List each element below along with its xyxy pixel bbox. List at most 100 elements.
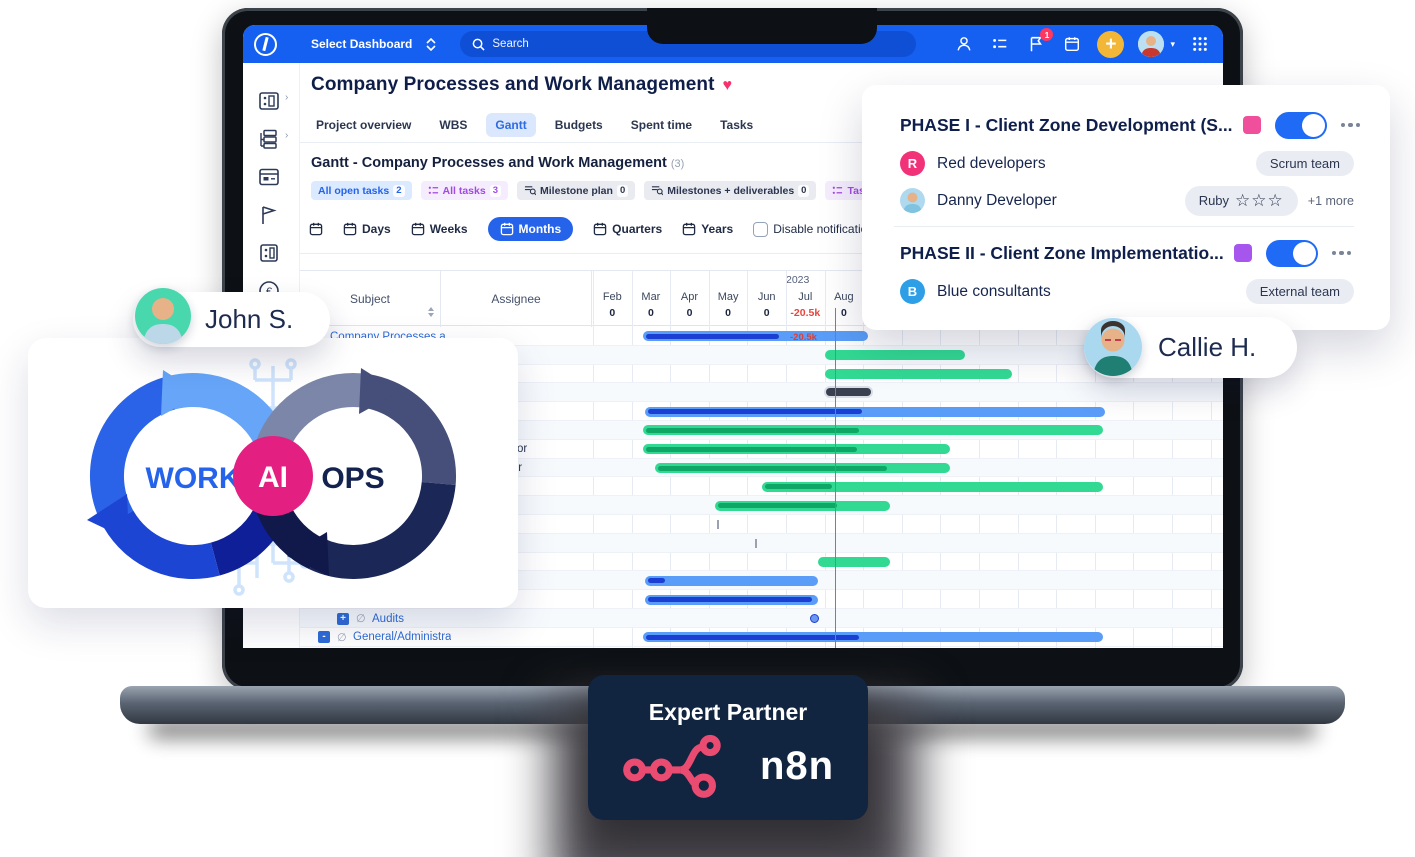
tab-budgets[interactable]: Budgets <box>554 118 603 132</box>
phase1-menu-icon[interactable] <box>1340 122 1361 128</box>
month-value: 0 <box>647 307 654 319</box>
phase1-color-swatch[interactable] <box>1242 116 1261 134</box>
milestone-tick[interactable] <box>717 520 719 529</box>
checkbox-icon[interactable] <box>753 221 769 237</box>
chevron-right-icon[interactable]: › <box>285 92 289 103</box>
user-avatar[interactable] <box>1138 31 1165 57</box>
chevron-right-icon[interactable]: › <box>285 130 289 141</box>
apps-grid-icon[interactable] <box>1189 33 1211 55</box>
gantt-bar[interactable] <box>643 331 868 342</box>
sort-icon[interactable] <box>428 307 434 317</box>
phase1-title: PHASE I - Client Zone Development (S... <box>900 114 1233 135</box>
disable-notifications-checkbox[interactable]: Disable notifications <box>753 221 880 237</box>
gantt-row <box>300 553 1223 572</box>
ops-label: OPS <box>321 462 384 495</box>
month-label: May <box>717 291 739 303</box>
gantt-bar[interactable] <box>643 425 1103 436</box>
gantt-bar[interactable] <box>643 444 950 455</box>
phase2-menu-icon[interactable] <box>1331 250 1352 256</box>
phase1-toggle[interactable] <box>1274 111 1327 139</box>
gantt-bar[interactable] <box>643 632 1103 643</box>
timescale-weeks[interactable]: Weeks <box>411 222 468 236</box>
phase-settings-card: PHASE I - Client Zone Development (S... … <box>862 85 1390 330</box>
star-rating-icon: ☆☆☆ <box>1235 190 1284 210</box>
partner-label: Expert Partner <box>648 699 808 725</box>
gantt-row <box>300 327 1223 346</box>
milestone-dot[interactable] <box>810 613 819 623</box>
gantt-row <box>300 365 1223 384</box>
gantt-bar[interactable] <box>762 481 1103 492</box>
collapse-icon[interactable]: - <box>318 631 330 644</box>
summary-bar[interactable] <box>826 388 871 397</box>
gantt-bar[interactable] <box>825 350 965 361</box>
gantt-bar[interactable] <box>645 575 818 586</box>
timescale-days[interactable]: Days <box>343 222 391 236</box>
flag-notifications-icon[interactable]: 1 <box>1025 28 1054 55</box>
arrowheads <box>87 368 399 576</box>
calendar-icon[interactable] <box>309 222 323 236</box>
tab-project-overview[interactable]: Project overview <box>316 118 412 132</box>
subject-link[interactable]: Audits <box>372 612 404 625</box>
month-value: 0 <box>763 307 770 319</box>
more-skills[interactable]: +1 more <box>1307 193 1354 208</box>
sidebar-flag-icon[interactable] <box>258 202 288 228</box>
subject-column-header[interactable]: Subject <box>300 271 441 327</box>
chevron-updown-icon[interactable] <box>426 37 436 51</box>
member-name: Danny Developer <box>937 191 1057 209</box>
gantt-bar[interactable] <box>818 557 890 567</box>
sidebar-window-icon[interactable] <box>258 164 288 190</box>
list-icon <box>832 185 843 196</box>
milestone-tick[interactable] <box>755 538 757 548</box>
gantt-bar[interactable] <box>715 500 890 511</box>
phase2-color-swatch[interactable] <box>1233 244 1252 262</box>
member-name: Blue consultants <box>937 282 1051 300</box>
tab-spent-time[interactable]: Spent time <box>630 118 693 132</box>
expand-icon[interactable]: + <box>337 612 349 625</box>
app-logo-icon[interactable] <box>254 32 277 56</box>
blue-team-avatar: B <box>900 279 925 304</box>
search-placeholder: Search <box>492 38 529 50</box>
ai-circle <box>233 436 313 516</box>
laptop-notch <box>647 8 877 44</box>
month-label: Mar <box>641 291 661 303</box>
gantt-bar[interactable] <box>825 369 1012 379</box>
sidebar-modules-icon[interactable] <box>258 88 288 114</box>
timescale-years[interactable]: Years <box>682 222 733 236</box>
skill-rating[interactable]: Ruby ☆☆☆ <box>1184 185 1298 216</box>
calendar-icon[interactable] <box>1061 33 1083 55</box>
tab-tasks[interactable]: Tasks <box>720 118 754 132</box>
gantt-row <box>300 609 1223 628</box>
avatar-caret-icon[interactable]: ▾ <box>1170 38 1175 49</box>
gantt-bar[interactable] <box>655 463 950 473</box>
gantt-bar[interactable] <box>645 594 818 605</box>
assignee-column-header[interactable]: Assignee <box>441 271 592 327</box>
danny-avatar <box>900 188 925 213</box>
tab-wbs[interactable]: WBS <box>439 118 468 132</box>
favorite-heart-icon[interactable]: ♥ <box>722 77 733 94</box>
select-dashboard-button[interactable]: Select Dashboard <box>311 37 413 51</box>
filter-chip[interactable]: All tasks 3 <box>420 181 508 200</box>
gantt-bar[interactable] <box>645 406 1105 417</box>
gantt-bar-progress <box>718 503 837 509</box>
negative-value-label: -20.5k <box>790 331 817 343</box>
timescale-quarters[interactable]: Quarters <box>593 222 662 236</box>
member-row: Danny Developer Ruby ☆☆☆ +1 more <box>900 182 1354 219</box>
add-button[interactable]: + <box>1097 30 1125 58</box>
sidebar-panel-icon[interactable] <box>258 240 288 266</box>
phase2-toggle[interactable] <box>1265 239 1318 267</box>
search-icon <box>473 38 485 51</box>
filter-chip[interactable]: All open tasks 2 <box>311 181 412 200</box>
tasks-icon[interactable] <box>989 33 1011 55</box>
sidebar-hierarchy-icon[interactable] <box>258 126 288 152</box>
tab-gantt[interactable]: Gantt <box>486 113 536 137</box>
profile-icon[interactable] <box>953 33 975 55</box>
gantt-row <box>300 628 1223 647</box>
subject-link[interactable]: General/Administra <box>353 631 452 644</box>
timescale-months[interactable]: Months <box>487 217 574 241</box>
filter-icon <box>524 185 536 196</box>
filter-chip[interactable]: Milestones + deliverables 0 <box>644 181 817 200</box>
divider <box>300 142 1223 143</box>
callie-avatar <box>1084 318 1142 376</box>
filter-chip[interactable]: Milestone plan 0 <box>517 181 636 200</box>
